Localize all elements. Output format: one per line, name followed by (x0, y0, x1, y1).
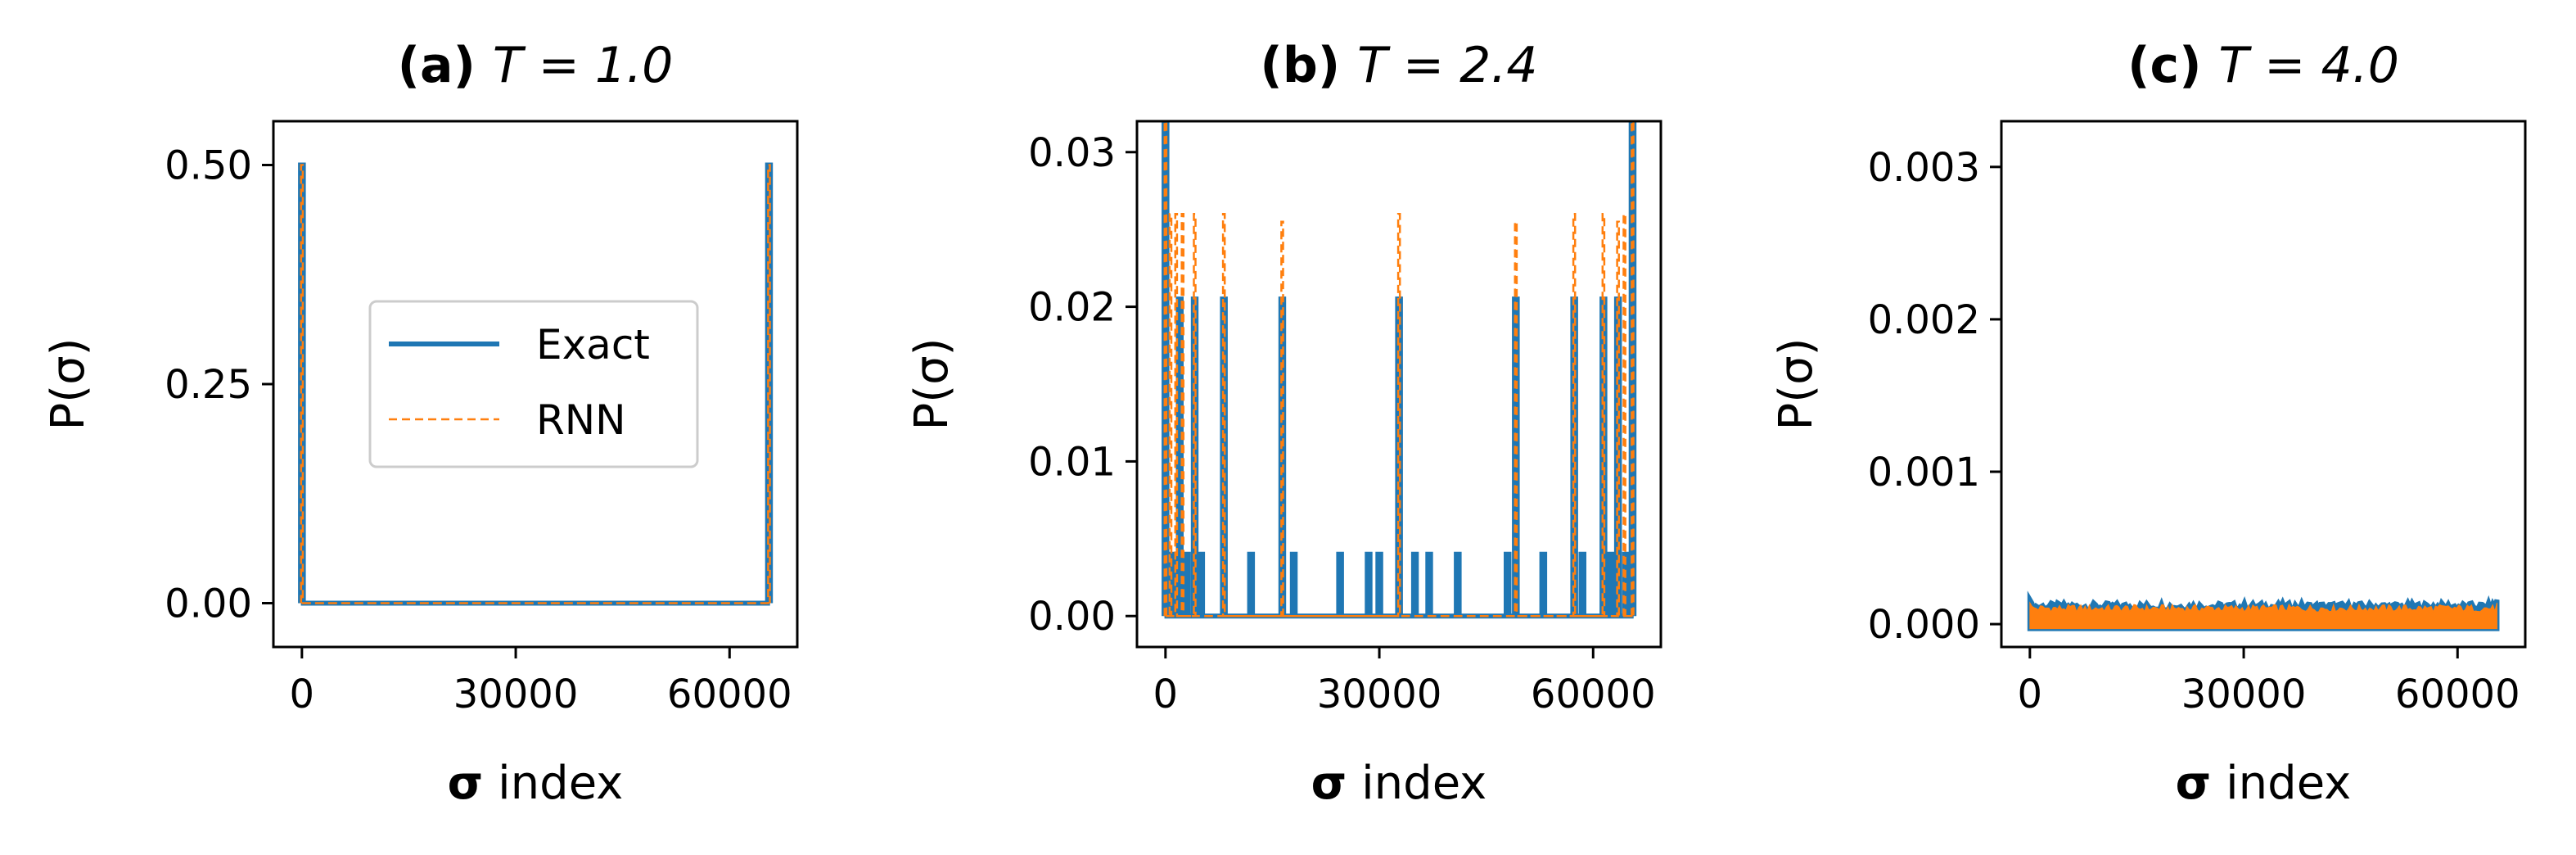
panel-3: 0 30000 60000 0.000 0.001 0.002 0.003 (c) T = 4… (1770, 37, 2527, 810)
x-tick-label: 60000 (2395, 672, 2520, 717)
y-tick-label: 0.003 (1868, 145, 1980, 191)
x-tick-label: 30000 (453, 672, 579, 717)
y-tick-label: 0.02 (1028, 285, 1116, 331)
y-axis-label: P(σ) (1770, 338, 1823, 431)
panel-title: (b) T = 2.4 (1260, 37, 1537, 94)
plot-area (1162, 121, 1637, 619)
series-rnn (2029, 601, 2497, 630)
y-tick-label: 0.03 (1028, 130, 1116, 176)
series-rnn (300, 164, 771, 604)
x-tick-label: 60000 (1531, 672, 1656, 717)
y-tick-label: 0.25 (165, 362, 252, 408)
x-tick-label: 0 (1153, 672, 1179, 717)
x-tick-label: 60000 (667, 672, 792, 717)
panel-title: (c) T = 4.0 (2127, 37, 2399, 94)
y-tick-label: 0.00 (165, 581, 252, 627)
x-axis-label: σ index (448, 757, 624, 810)
x-tick-label: 30000 (2181, 672, 2307, 717)
y-tick-label: 0.01 (1028, 439, 1116, 485)
axes-frame (1135, 120, 1662, 649)
panel-title: (a) T = 1.0 (398, 37, 674, 94)
y-tick-label: 0.000 (1868, 602, 1980, 648)
y-tick-label: 0.50 (165, 143, 252, 189)
panel-1: 0 30000 60000 0.00 0.25 0.50 (a) T = 1.0 σ inde… (42, 37, 799, 810)
legend: Exact RNN (368, 300, 699, 468)
x-tick-label: 30000 (1317, 672, 1442, 717)
series-rnn (1163, 121, 1635, 618)
plot-area (298, 162, 774, 606)
y-tick-label: 0.002 (1868, 297, 1980, 343)
x-axis-label: σ index (2176, 757, 2352, 810)
panel-2: 0 30000 60000 0.00 0.01 0.02 0.03 (b) T = 2.4 σ … (905, 37, 1662, 810)
axes-frame (2000, 120, 2527, 649)
y-tick-label: 0.00 (1028, 594, 1116, 640)
y-axis-label: P(σ) (905, 338, 959, 431)
x-tick-label: 0 (290, 672, 315, 717)
plot-area (2027, 590, 2500, 631)
x-tick-label: 0 (2018, 672, 2043, 717)
y-tick-label: 0.001 (1868, 450, 1980, 495)
legend-rnn-label: RNN (536, 396, 626, 444)
x-axis-label: σ index (1311, 757, 1487, 810)
legend-exact-label: Exact (536, 321, 650, 369)
y-axis-label: P(σ) (42, 338, 95, 431)
